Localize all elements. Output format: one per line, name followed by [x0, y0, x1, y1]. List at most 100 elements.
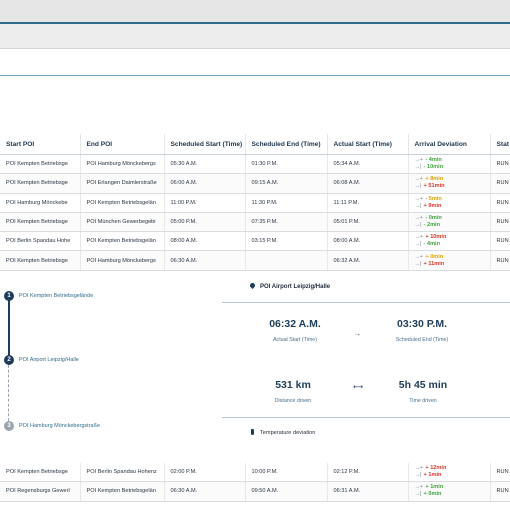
- arrival-deviation-cell: →+ - 4min →| - 10min: [408, 154, 491, 175]
- detail-poi-title: POI Airport Leipzig/Halle: [248, 281, 330, 290]
- timeline-pending-line: [8, 360, 9, 426]
- actual-start-cell: 02:12 P.M.: [327, 463, 409, 483]
- scheduled-end-cell: 07:35 P.M.: [245, 212, 328, 233]
- departure-arrow-icon: →|: [414, 472, 422, 479]
- table-row[interactable]: POI Kempten Betriebsge POI Erlangen Daiml…: [0, 173, 510, 194]
- start-poi-cell: POI Berlin Spandau Hohe: [0, 231, 81, 252]
- status-cell: RUN: [490, 481, 510, 502]
- deviation-secondary: + 9min: [423, 202, 442, 209]
- deviation-primary: + 0min: [425, 253, 444, 260]
- stop-2-marker[interactable]: 2: [4, 355, 14, 365]
- start-poi-cell: POI Kempten Betriebsge: [0, 212, 81, 233]
- actual-start-value: 06:32 A.M.: [269, 318, 321, 330]
- stop-1-marker[interactable]: 1: [4, 291, 14, 301]
- scheduled-start-cell: 06:30 A.M.: [164, 250, 246, 271]
- arrival-deviation-cell: →+ + 12min →| + 1min: [408, 463, 491, 483]
- col-arrival-deviation[interactable]: Arrival Deviation: [408, 134, 491, 155]
- distance-metric: 531 km Distance driven: [243, 379, 343, 404]
- status-cell: RUN: [490, 173, 510, 194]
- temperature-label: Temperature deviation: [260, 430, 316, 436]
- detail-divider-top: [222, 302, 510, 303]
- departure-arrow-icon: →|: [414, 491, 422, 498]
- deviation-secondary: + 1min: [423, 472, 442, 479]
- start-poi-cell: POI Kempten Betriebsge: [0, 154, 81, 175]
- scheduled-start-cell: 06:30 A.M.: [164, 481, 246, 502]
- deviation-secondary: + 0min: [423, 491, 442, 498]
- table-row[interactable]: POI Regensburgs Gewerl POI Kempten Betrie…: [0, 481, 510, 502]
- scheduled-end-cell: 01:30 P.M.: [245, 154, 328, 175]
- col-status[interactable]: Stat: [490, 134, 510, 155]
- detail-divider-bottom: [222, 417, 510, 418]
- table-row[interactable]: POI Hamburg Mönckebe POI Kempten Betriebs…: [0, 193, 510, 213]
- scheduled-end-cell: 11:30 P.M.: [245, 193, 328, 213]
- departure-arrow-icon: →|: [414, 164, 422, 171]
- arrival-deviation-cell: →+ + 1min →| + 0min: [408, 481, 491, 502]
- start-poi-cell: POI Kempten Betriebsge: [0, 173, 81, 194]
- trips-table-continued: POI Kempten Betriebsge POI Berlin Spandau…: [0, 463, 510, 502]
- arrival-arrow-icon: →+: [414, 157, 423, 164]
- arrival-arrow-icon: →+: [414, 465, 423, 472]
- departure-arrow-icon: →|: [414, 260, 422, 267]
- scheduled-start-cell: 08:00 A.M.: [164, 231, 246, 252]
- departure-arrow-icon: →|: [414, 222, 422, 229]
- scheduled-end-value: 03:30 P.M.: [396, 318, 447, 330]
- arrival-deviation-cell: →+ + 0min →| + 11min: [408, 250, 491, 271]
- table-row[interactable]: POI Kempten Betriebsge POI Hamburg Möncke…: [0, 154, 510, 175]
- scheduled-start-cell: 06:00 A.M.: [164, 173, 246, 194]
- status-cell: RUN: [490, 231, 510, 252]
- actual-start-cell: 06:08 A.M.: [327, 173, 409, 194]
- deviation-primary: + 1min: [425, 484, 444, 491]
- temperature-deviation[interactable]: Temperature deviation: [251, 429, 315, 436]
- deviation-primary: + 8min: [425, 176, 444, 183]
- status-cell: RUN: [490, 463, 510, 483]
- scheduled-start-cell: 05:00 P.M.: [164, 212, 246, 233]
- table-row[interactable]: POI Kempten Betriebsge POI München Gewerb…: [0, 212, 510, 233]
- arrival-arrow-icon: →+: [414, 253, 423, 260]
- scheduled-start-cell: 02:00 P.M.: [164, 463, 246, 483]
- scheduled-end-cell: 10:00 P.M.: [245, 463, 328, 483]
- col-end-poi[interactable]: End POI: [80, 134, 165, 155]
- actual-start-cell: 05:01 P.M.: [327, 212, 409, 233]
- table-row[interactable]: POI Berlin Spandau Hohe POI Kempten Betri…: [0, 231, 510, 252]
- arrow-right-icon: →: [354, 331, 361, 338]
- scheduled-end-cell: 03:15 P.M.: [245, 231, 328, 252]
- start-poi-cell: POI Hamburg Mönckebe: [0, 193, 81, 213]
- stop-3-label[interactable]: POI Hamburg Mönckebergstraße: [19, 423, 101, 429]
- status-cell: RUN: [490, 193, 510, 213]
- thermometer-icon: [251, 429, 254, 435]
- arrival-arrow-icon: →+: [414, 176, 423, 183]
- scheduled-end-cell: 09:50 A.M.: [245, 481, 328, 502]
- time-value: 5h 45 min: [398, 379, 448, 391]
- table-row[interactable]: POI Kempten Betriebsge POI Hamburg Möncke…: [0, 250, 510, 271]
- scheduled-end-cell: 09:15 A.M.: [245, 173, 328, 194]
- departure-arrow-icon: →|: [414, 202, 422, 209]
- col-actual-start[interactable]: Actual Start (Time): [327, 134, 409, 155]
- deviation-secondary: + 51min: [423, 183, 445, 190]
- stop-2-label[interactable]: POI Airport Leipzig/Halle: [19, 357, 79, 363]
- col-start-poi[interactable]: Start POI: [0, 134, 81, 155]
- arrival-arrow-icon: →+: [414, 234, 423, 241]
- stop-1-label[interactable]: POI Kempten Betriebsgelände: [19, 293, 94, 299]
- arrival-deviation-cell: →+ + 10min →| - 4min: [408, 231, 491, 252]
- status-cell: RUN: [490, 212, 510, 233]
- scheduled-start-cell: 11:00 P.M.: [164, 193, 246, 213]
- col-scheduled-start[interactable]: Scheduled Start (Time): [164, 134, 246, 155]
- arrival-deviation-cell: →+ - 5min →| + 9min: [408, 193, 491, 213]
- end-poi-cell: POI Kempten Betriebsgelän: [80, 481, 165, 502]
- status-cell: RUN: [490, 154, 510, 175]
- deviation-secondary: - 10min: [423, 164, 444, 171]
- arrival-deviation-cell: →+ - 0min →| - 2min: [408, 212, 491, 233]
- end-poi-cell: POI Erlangen Daimlerstraße: [80, 173, 165, 194]
- trips-table: Start POI End POI Scheduled Start (Time)…: [0, 134, 510, 271]
- deviation-primary: - 0min: [425, 215, 442, 222]
- end-poi-cell: POI Kempten Betriebsgelän: [80, 231, 165, 252]
- stop-3-marker[interactable]: 3: [4, 421, 14, 431]
- deviation-primary: + 12min: [425, 465, 447, 472]
- actual-start-metric: 06:32 A.M. Actual Start (Time): [245, 318, 345, 343]
- sub-toolbar: [0, 24, 510, 49]
- table-row[interactable]: POI Kempten Betriebsge POI Berlin Spandau…: [0, 463, 510, 483]
- top-toolbar: [0, 0, 510, 24]
- actual-start-cell: 06:31 A.M.: [327, 481, 409, 502]
- col-scheduled-end[interactable]: Scheduled End (Time): [245, 134, 328, 155]
- distance-label: Distance driven: [274, 398, 312, 404]
